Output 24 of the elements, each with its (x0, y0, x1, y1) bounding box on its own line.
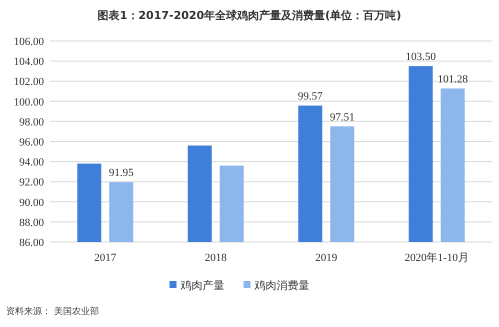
y-tick-label: 102.00 (14, 76, 44, 88)
y-tick-label: 94.00 (19, 156, 44, 169)
y-tick-label: 88.00 (19, 216, 44, 229)
y-tick-label: 90.00 (19, 196, 44, 209)
y-tick-label: 92.00 (19, 176, 44, 189)
data-label: 91.95 (108, 167, 134, 180)
x-tick-label: 2017 (94, 252, 117, 264)
legend-label: 鸡肉消费量 (254, 279, 310, 292)
y-tick-label: 106.00 (14, 36, 44, 48)
data-label: 101.28 (438, 73, 468, 86)
y-tick-label: 96.00 (19, 136, 44, 148)
text: 资料来源： 美国农业部 (6, 306, 99, 317)
data-label: 99.57 (298, 90, 324, 103)
x-tick-label: 2019 (315, 252, 338, 264)
data-label: 97.51 (330, 111, 355, 124)
x-tick-label: 2018 (204, 252, 228, 264)
data-label: 103.50 (406, 51, 436, 64)
x-tick-label: 2020年1-10月 (404, 252, 469, 264)
y-tick-label: 98.00 (19, 116, 44, 128)
chart-title: 图表1：2017-2020年全球鸡肉产量及消费量(单位：百万吨) (98, 9, 402, 22)
y-tick-label: 100.00 (14, 96, 44, 108)
y-tick-label: 104.00 (14, 56, 44, 68)
legend-label: 鸡肉产量 (180, 279, 224, 292)
y-tick-label: 86.00 (19, 237, 44, 249)
